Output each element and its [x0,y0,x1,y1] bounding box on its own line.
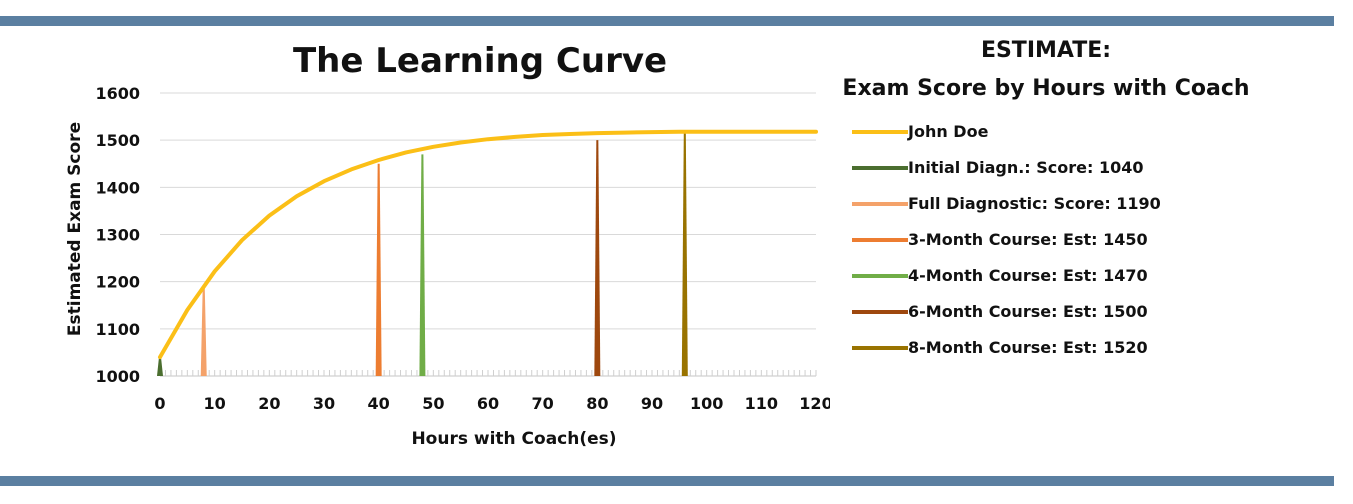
x-tick-label: 120 [799,394,830,413]
legend-label: 6-Month Course: Est: 1500 [908,302,1148,321]
legend-swatch [852,310,908,314]
legend-item: Full Diagnostic: Score: 1190 [852,188,1272,224]
legend-label: Initial Diagn.: Score: 1040 [908,158,1144,177]
legend-label: 3-Month Course: Est: 1450 [908,230,1148,249]
marker-bar-1 [157,357,163,376]
x-tick-label: 50 [422,394,444,413]
y-tick-label: 1500 [95,131,140,150]
legend-item: Initial Diagn.: Score: 1040 [852,152,1272,188]
legend-label: 8-Month Course: Est: 1520 [908,338,1148,357]
y-tick-label: 1600 [95,84,140,103]
y-tick-labels: 1000 1100 1200 1300 1400 1500 1600 [95,84,140,386]
legend-label: 4-Month Course: Est: 1470 [908,266,1148,285]
x-tick-label: 0 [154,394,165,413]
legend-swatch [852,274,908,278]
legend-item: 4-Month Course: Est: 1470 [852,260,1272,296]
x-minor-ticks [159,370,817,376]
legend-swatch [852,238,908,242]
marker-bar-4 [419,154,426,376]
legend-item: John Doe [852,116,1272,152]
marker-bar-3 [375,163,382,376]
x-tick-label: 70 [532,394,554,413]
x-tick-label: 80 [586,394,608,413]
side-title-line2: Exam Score by Hours with Coach [842,76,1250,101]
legend-swatch [852,130,908,134]
legend-label: Full Diagnostic: Score: 1190 [908,194,1161,213]
bottom-accent-band [0,476,1334,486]
y-axis-label: Estimated Exam Score [65,122,85,336]
x-axis-label: Hours with Coach(es) [411,429,616,449]
marker-bar-2 [200,286,207,376]
legend-swatch [852,166,908,170]
x-tick-label: 90 [641,394,663,413]
marker-bar-5 [594,140,601,376]
series-layer [158,129,818,360]
x-tick-label: 40 [368,394,390,413]
legend-item: 3-Month Course: Est: 1450 [852,224,1272,260]
legend-item: 6-Month Course: Est: 1500 [852,296,1272,332]
chart-title: The Learning Curve [293,41,667,81]
y-tick-label: 1200 [95,273,140,292]
y-tick-label: 1400 [95,178,140,197]
x-tick-label: 100 [690,394,723,413]
marker-layer [157,130,688,376]
x-tick-label: 110 [745,394,778,413]
x-tick-label: 20 [258,394,280,413]
legend-swatch [852,202,908,206]
side-title-line1: ESTIMATE: [980,38,1112,63]
x-tick-label: 30 [313,394,335,413]
x-tick-label: 60 [477,394,499,413]
chart-legend: John Doe Initial Diagn.: Score: 1040 Full … [852,116,1272,368]
x-tick-labels: 0 10 20 30 40 50 60 70 80 90 100 110 120 [154,394,830,413]
y-tick-label: 1100 [95,320,140,339]
y-tick-label: 1300 [95,226,140,245]
legend-label: John Doe [908,122,989,141]
x-tick-label: 10 [204,394,226,413]
series-line-1 [158,129,818,360]
grid-layer [159,92,817,377]
learning-curve-chart: The Learning Curve 100011001200130014001… [65,41,830,449]
legend-item: 8-Month Course: Est: 1520 [852,332,1272,368]
marker-bar-6 [681,130,688,376]
legend-swatch [852,346,908,350]
top-accent-band [0,16,1334,26]
y-tick-label: 1000 [95,367,140,386]
